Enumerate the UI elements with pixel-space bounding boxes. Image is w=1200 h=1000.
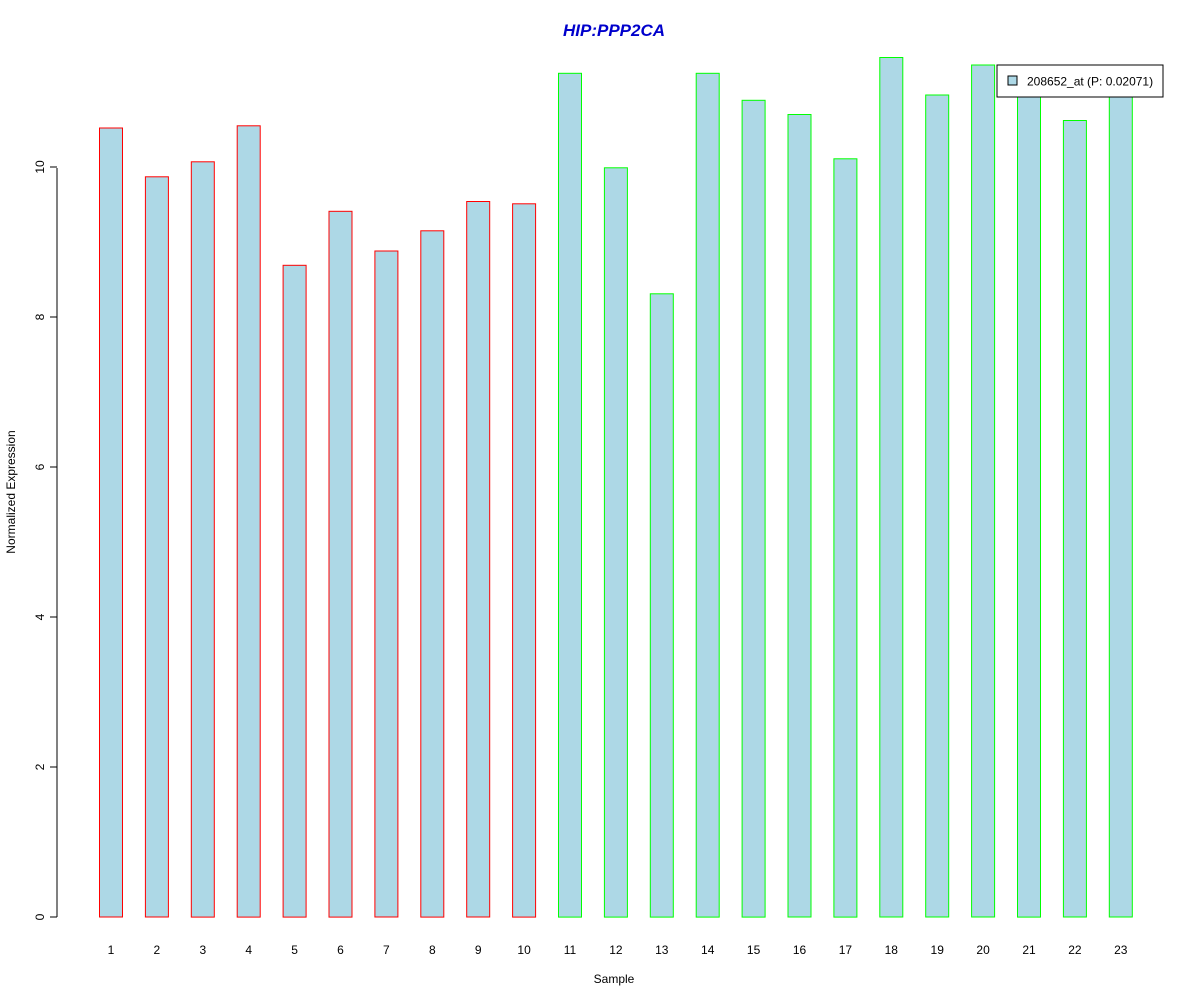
legend-entry: 208652_at (P: 0.02071) xyxy=(1027,75,1153,89)
x-tick-label: 8 xyxy=(429,943,436,957)
x-tick-label: 12 xyxy=(609,943,623,957)
x-tick-label: 9 xyxy=(475,943,482,957)
x-tick-label: 19 xyxy=(931,943,945,957)
bar xyxy=(741,99,766,918)
bar xyxy=(833,158,858,918)
x-axis-title: Sample xyxy=(594,972,635,986)
bar xyxy=(971,64,996,918)
bar xyxy=(925,94,950,918)
x-tick-label: 21 xyxy=(1022,943,1036,957)
y-axis-title: Normalized Expression xyxy=(4,430,18,553)
legend-swatch xyxy=(1007,75,1018,86)
x-tick-label: 7 xyxy=(383,943,390,957)
x-tick-label: 1 xyxy=(108,943,115,957)
bar xyxy=(236,125,261,918)
bar xyxy=(190,161,215,918)
bar xyxy=(603,167,628,918)
y-tick-label: 10 xyxy=(33,160,47,174)
x-tick-label: 15 xyxy=(747,943,761,957)
x-tick-label: 10 xyxy=(517,943,531,957)
y-tick-label: 8 xyxy=(33,313,47,320)
x-tick-label: 6 xyxy=(337,943,344,957)
bar xyxy=(466,201,491,918)
bar xyxy=(1062,120,1087,918)
y-tick-label: 2 xyxy=(33,763,47,770)
bar xyxy=(1017,89,1041,918)
bar xyxy=(787,114,812,918)
bar xyxy=(374,250,399,918)
x-tick-label: 17 xyxy=(839,943,853,957)
x-tick-label: 13 xyxy=(655,943,669,957)
legend: 208652_at (P: 0.02071) xyxy=(996,64,1164,98)
x-tick-label: 2 xyxy=(154,943,161,957)
bars xyxy=(99,57,1133,918)
bar xyxy=(99,127,123,918)
chart-title: HIP:PPP2CA xyxy=(563,21,665,40)
x-tick-label: 11 xyxy=(564,943,577,957)
x-tick-label: 18 xyxy=(885,943,899,957)
bar xyxy=(649,293,674,918)
bar xyxy=(695,72,720,918)
y-tick-label: 6 xyxy=(33,463,47,470)
x-tick-label: 22 xyxy=(1068,943,1082,957)
bar xyxy=(328,210,353,918)
y-tick-label: 0 xyxy=(33,913,47,920)
x-tick-label: 4 xyxy=(245,943,252,957)
bar xyxy=(879,57,904,918)
y-tick-label: 4 xyxy=(33,613,47,620)
bar xyxy=(144,176,169,918)
x-tick-label: 16 xyxy=(793,943,807,957)
bar xyxy=(512,203,537,918)
bar xyxy=(558,72,582,918)
x-tick-label: 14 xyxy=(701,943,715,957)
y-axis: 0 2 4 6 8 10 xyxy=(33,160,58,920)
x-tick-label: 3 xyxy=(199,943,206,957)
bar xyxy=(1108,91,1133,918)
legend-box xyxy=(996,64,1164,98)
bar xyxy=(420,230,445,918)
x-tick-label: 23 xyxy=(1114,943,1128,957)
x-tick-labels: 1 2 3 4 5 6 7 8 9 10 11 12 13 14 15 16 17 18 19 20 21 22 23 xyxy=(108,943,1128,957)
x-tick-label: 5 xyxy=(291,943,298,957)
x-tick-label: 20 xyxy=(976,943,990,957)
bar xyxy=(282,264,307,918)
